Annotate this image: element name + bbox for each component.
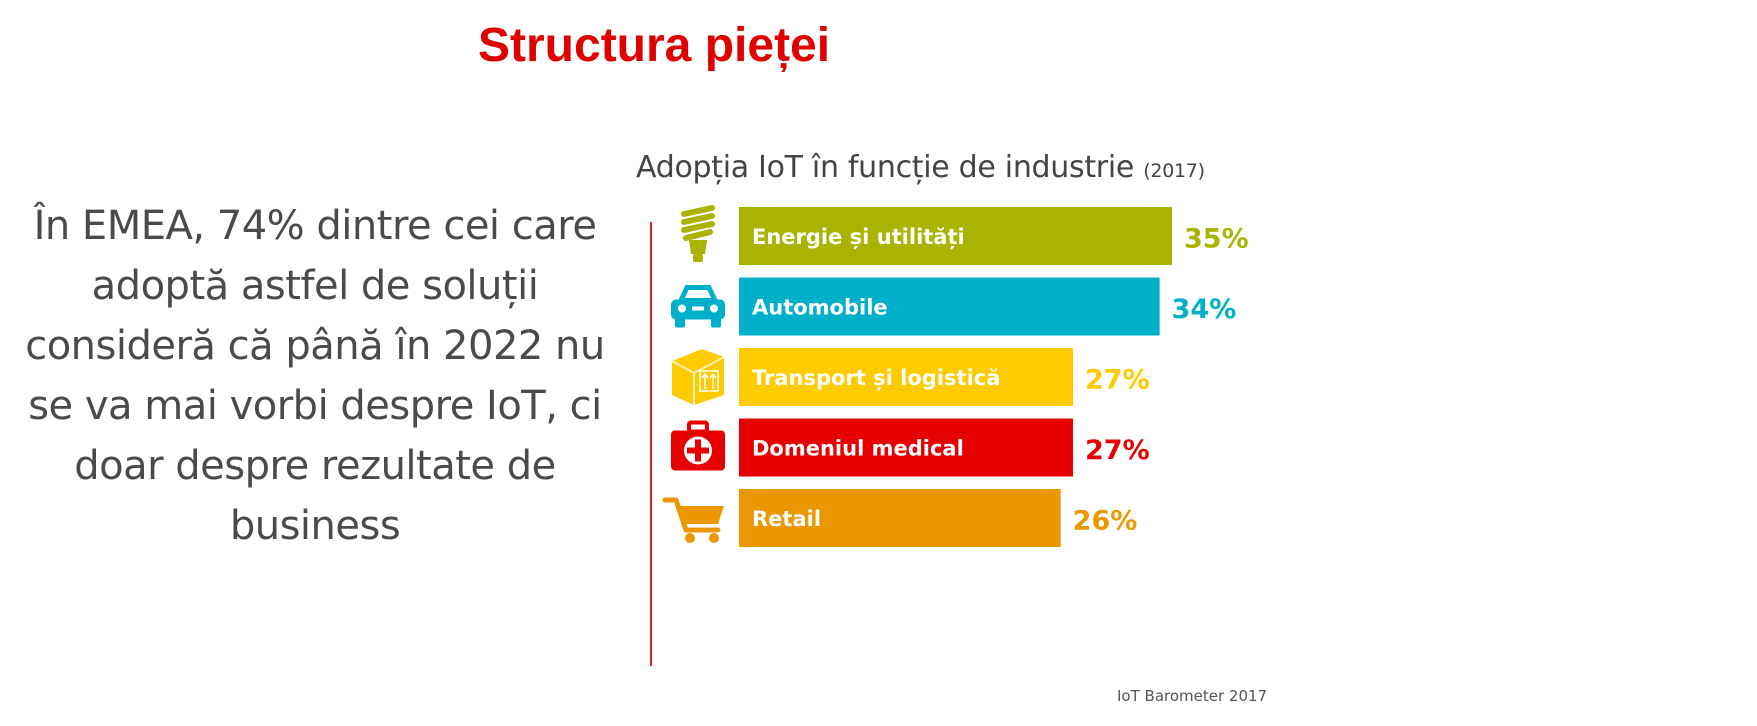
value-label: 35% [1184,224,1249,255]
bar-retail [739,489,1061,547]
bar-transport-i-logistic- [739,348,1074,406]
bar-domeniul-medical [739,418,1074,477]
car-icon [671,285,725,328]
bar-label: Retail [752,507,821,531]
bar-label: Energie și utilități [752,225,965,250]
value-label: 27% [1085,435,1150,466]
source-note: IoT Barometer 2017 [1117,687,1268,705]
chart-title-text: Adopția IoT în funcție de industrie [636,150,1135,185]
shopping-cart-icon [662,497,724,543]
bar-label: Automobile [752,296,888,320]
chart-axis-line [650,222,652,666]
box-icon [671,349,725,405]
emea-statement: În EMEA, 74% dintre cei care adoptă astf… [25,203,605,549]
lightbulb-icon [681,205,715,262]
bar-energie-i-utilit-i [739,207,1172,265]
bar-label: Domeniul medical [752,437,964,461]
slide-title: Structura pieței [478,19,831,72]
bar-label: Transport și logistică [752,366,1000,390]
chart-title: Adopția IoT în funcție de industrie (201… [636,150,1205,185]
chart-title-year: (2017) [1143,160,1205,182]
value-label: 34% [1172,294,1237,325]
bar-automobile [739,277,1160,336]
medical-kit-icon [671,420,725,471]
value-label: 27% [1085,365,1150,396]
value-label: 26% [1073,506,1138,537]
